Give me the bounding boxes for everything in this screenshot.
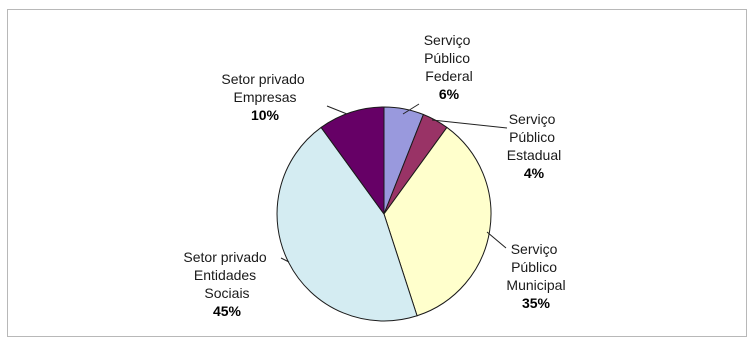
leader-line-federal	[402, 103, 420, 115]
leader-line-municipal	[486, 231, 507, 249]
slice-empresas	[320, 106, 385, 216]
slice-label-empresas: Setor privado Empresas	[221, 71, 308, 105]
slice-entidades-sociais	[276, 126, 418, 322]
leader-line-empresas	[326, 105, 348, 115]
leader-line-estadual	[431, 119, 508, 129]
slice-label-federal: Serviço Público Federal	[424, 32, 475, 84]
slice-value-entidades-sociais: 45%	[213, 303, 242, 319]
slice-label-estadual: Serviço Público Estadual	[507, 111, 561, 163]
slice-value-municipal: 35%	[522, 295, 551, 311]
leader-line-entidades	[280, 257, 290, 263]
pie-slices	[276, 106, 492, 322]
slice-label-entidades-sociais: Setor privado Entidades Sociais	[183, 249, 270, 301]
slice-value-federal: 6%	[439, 86, 460, 102]
leader-lines	[280, 103, 508, 263]
slice-value-empresas: 10%	[251, 107, 280, 123]
slice-municipal	[383, 126, 492, 317]
slice-label-municipal: Serviço Público Municipal	[506, 241, 565, 293]
slice-value-estadual: 4%	[524, 165, 545, 181]
